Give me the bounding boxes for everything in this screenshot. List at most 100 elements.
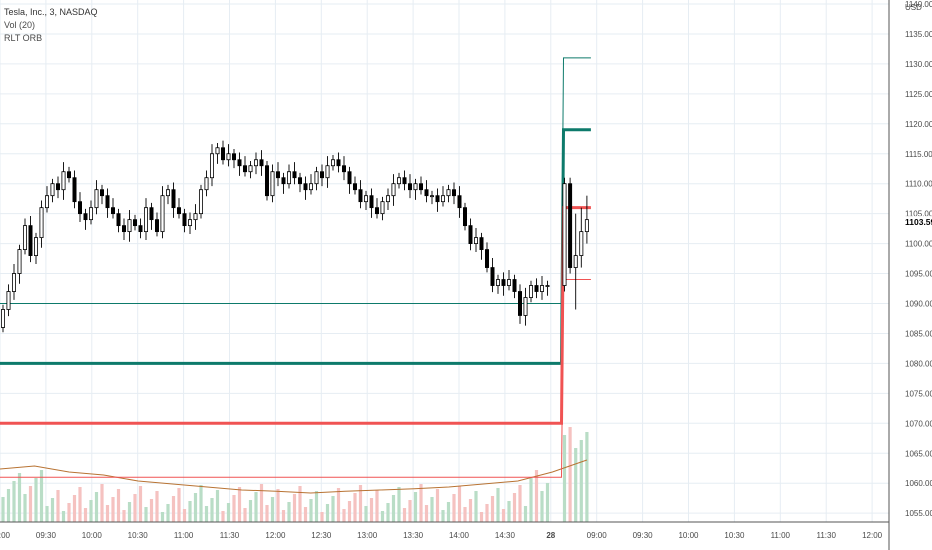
candle-body (187, 219, 192, 227)
time-tick-label: 13:30 (403, 531, 424, 540)
volume-bar (386, 503, 390, 522)
price-tick-label: 1135.00 (905, 30, 932, 39)
candle-body (22, 225, 27, 250)
candle-body (402, 177, 407, 185)
volume-bar (149, 499, 154, 522)
candle-body (330, 159, 335, 167)
grid (0, 0, 889, 522)
volume-bar (336, 488, 341, 522)
volume-bar (166, 504, 170, 522)
volume-bar (523, 506, 528, 522)
candle-body (281, 177, 286, 185)
candle-body (584, 219, 589, 233)
candle-body (424, 189, 429, 197)
volume-pane (1, 427, 589, 522)
volume-bar (188, 501, 192, 522)
volume-bar (501, 509, 506, 522)
volume-bar (375, 490, 379, 522)
volume-bar (61, 511, 66, 522)
volume-bar (314, 491, 319, 522)
candle-body (50, 183, 55, 197)
candle-body (226, 153, 231, 161)
last-price-badge (890, 216, 932, 229)
orb-lower-thick-line (0, 206, 591, 425)
candle-body (242, 165, 247, 173)
candle-body (540, 285, 545, 292)
volume-bar (485, 504, 489, 522)
candle-body (336, 159, 341, 167)
volume-bar (342, 509, 346, 522)
volume-bar (56, 490, 60, 522)
candle-body (413, 183, 418, 191)
volume-bar (72, 495, 77, 522)
volume-bar (585, 432, 589, 522)
candle-body (248, 165, 253, 173)
volume-bar (237, 487, 242, 522)
volume-bar (474, 491, 478, 522)
volume-bar (94, 492, 99, 522)
candle-body (303, 183, 308, 191)
volume-bar (496, 488, 500, 522)
candle-body (319, 171, 324, 179)
candle-body (429, 195, 434, 198)
volume-bar (287, 502, 291, 522)
candle-body (451, 189, 456, 197)
volume-bar (574, 448, 578, 522)
legend-symbol-title[interactable]: Tesla, Inc., 3, NASDAQ (4, 7, 98, 17)
volume-bar (298, 486, 302, 522)
volume-bar (89, 500, 93, 522)
candle-body (391, 183, 396, 197)
volume-bar (215, 490, 220, 522)
volume-bar (177, 488, 181, 522)
volume-bar (568, 427, 572, 522)
volume-bar (369, 498, 374, 522)
candle-body (83, 213, 88, 221)
volume-bar (303, 507, 308, 522)
candle-body (270, 171, 275, 197)
volume-bar (1, 497, 5, 522)
candle-body (385, 195, 390, 203)
price-tick-label: 1085.00 (905, 329, 932, 338)
legend-volume-indicator[interactable]: Vol (20) (4, 20, 36, 30)
candle-body (440, 195, 445, 203)
candle-body (231, 153, 236, 161)
volume-bar (221, 511, 225, 522)
volume-bar (34, 478, 38, 522)
volume-bar (457, 486, 462, 522)
candle-body (11, 273, 16, 292)
volume-bar (490, 496, 495, 522)
volume-bar (155, 491, 159, 522)
candle-body (171, 189, 176, 209)
time-tick-label: 12:00 (265, 531, 286, 540)
candle-body (39, 207, 44, 239)
volume-bar (270, 497, 275, 522)
price-tick-label: 1130.00 (905, 60, 932, 69)
candle-body (89, 207, 94, 221)
price-tick-label: 1065.00 (905, 449, 932, 458)
time-tick-label: 09:00 (0, 531, 11, 540)
time-tick-label: 09:30 (633, 531, 654, 540)
volume-bar (441, 510, 445, 522)
volume-bar (17, 473, 22, 522)
volume-bar (534, 470, 539, 522)
time-tick-label: 09:00 (587, 531, 608, 540)
volume-bar (50, 498, 55, 522)
volume-bar (353, 493, 357, 522)
candle-body (198, 189, 203, 215)
volume-bar (452, 494, 456, 522)
time-tick-label: 12:00 (862, 531, 883, 540)
volume-bar (160, 512, 165, 522)
price-tick-label: 1140.00 (905, 0, 932, 9)
volume-bar (111, 497, 115, 522)
time-tick-label: 28 (546, 531, 555, 540)
volume-bar (83, 508, 88, 522)
price-tick-label: 1120.00 (905, 120, 932, 129)
candle-body (358, 189, 363, 203)
candle-body (122, 225, 127, 233)
volume-bar (6, 489, 11, 522)
legend-orb-indicator[interactable]: RLT ORB (4, 33, 43, 43)
volume-bar (430, 497, 434, 522)
candle-body (0, 309, 6, 328)
candle-body (204, 177, 209, 191)
